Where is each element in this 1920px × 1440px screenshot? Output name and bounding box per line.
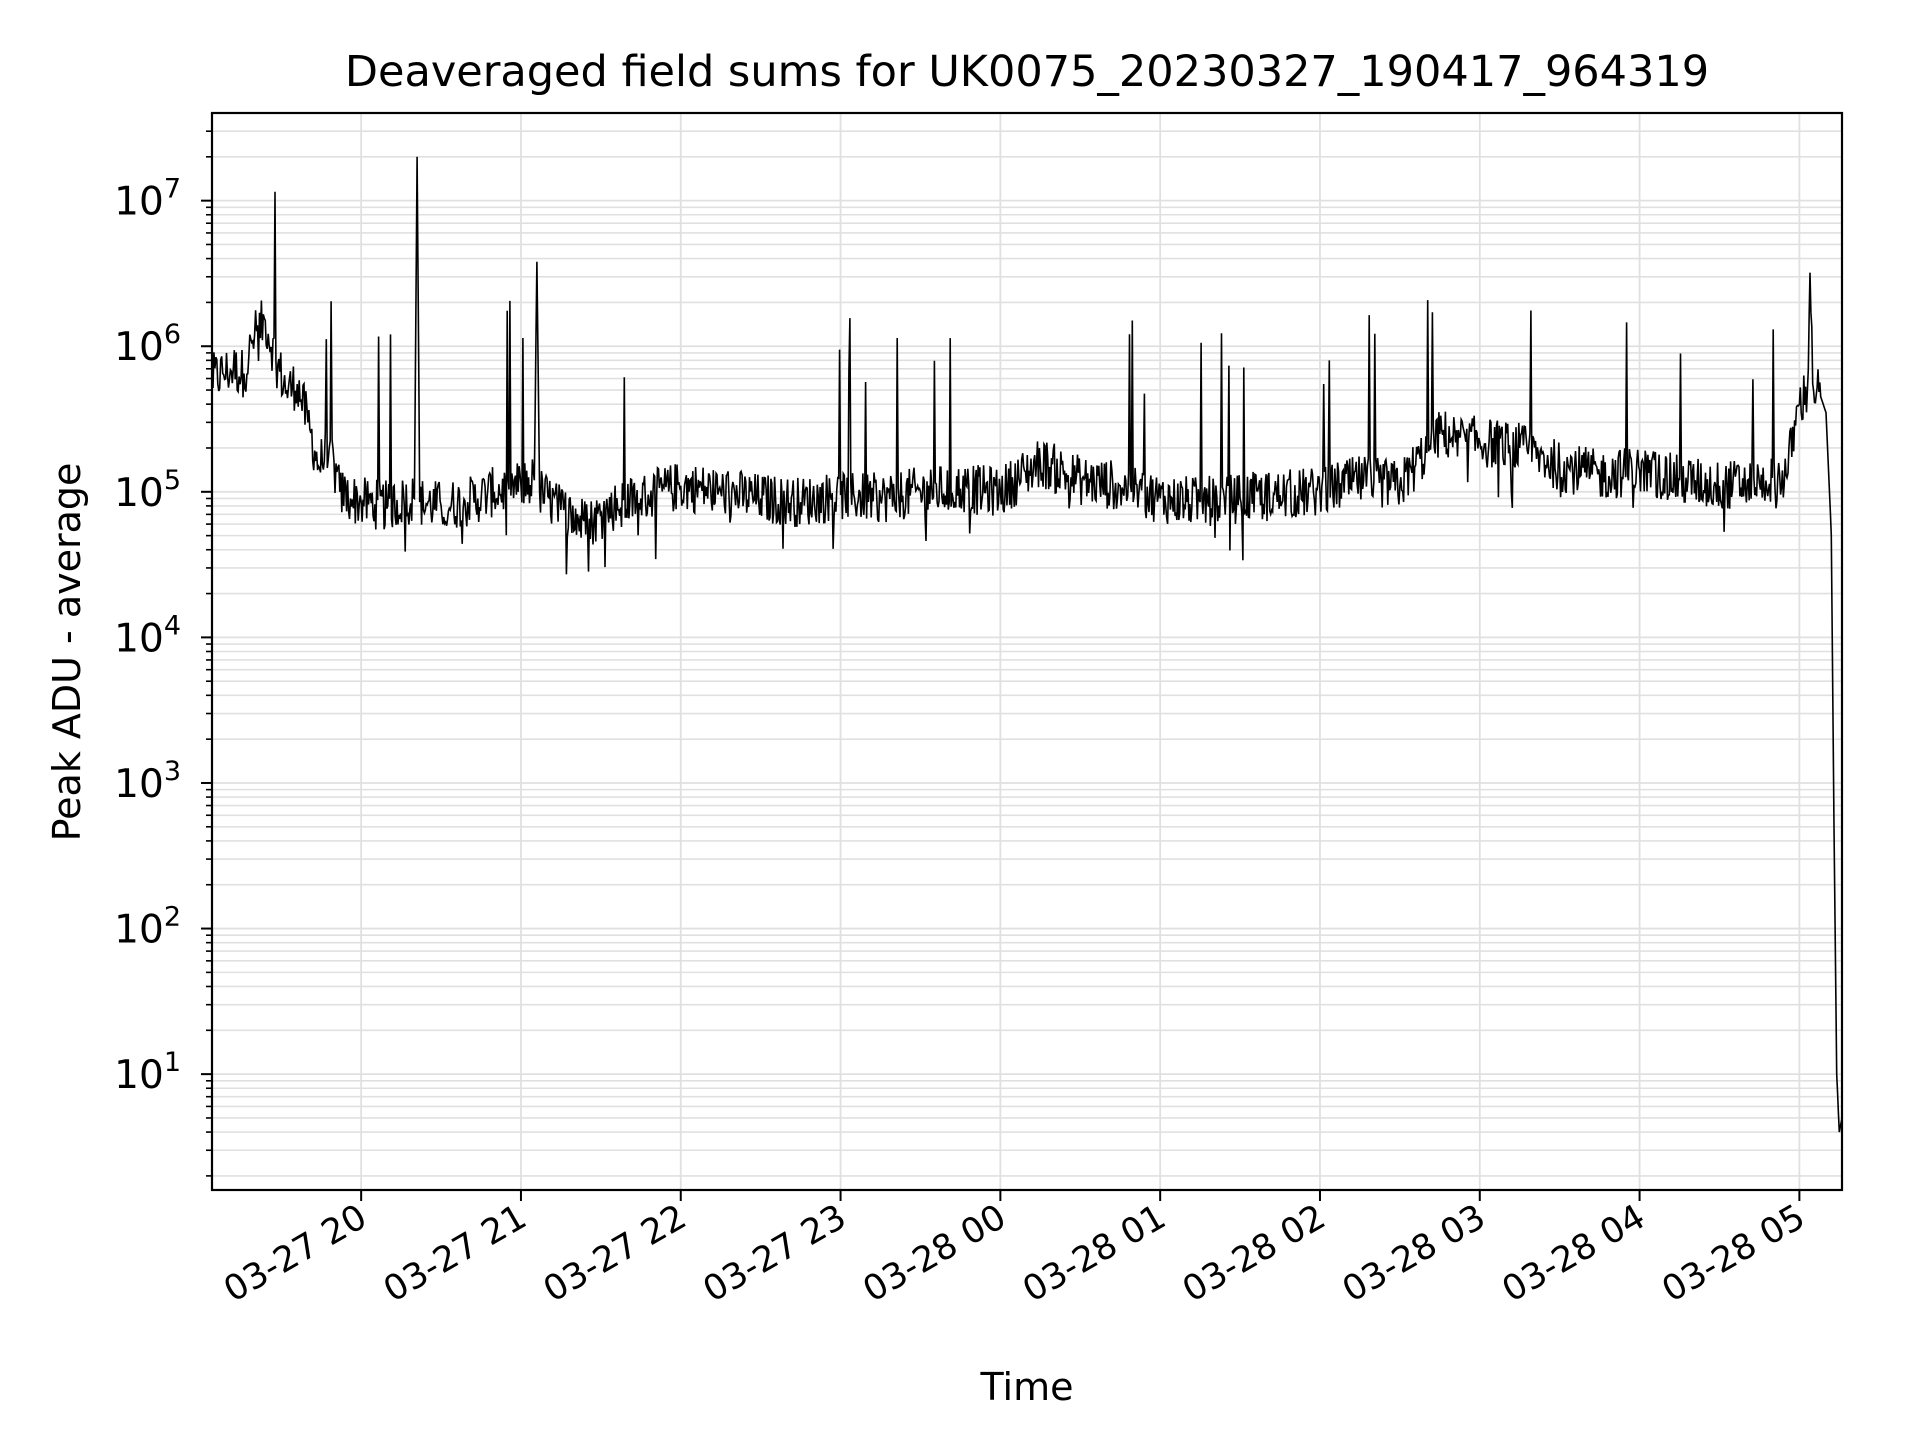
- grid-minor: [212, 130, 1842, 1177]
- series-line: [211, 156, 1843, 1133]
- y-tick-label: 106: [114, 319, 181, 370]
- y-axis-label: Peak ADU - average: [45, 463, 89, 842]
- y-tick-label: 104: [114, 610, 181, 661]
- axis-ticks: [201, 130, 1801, 1201]
- y-tick-label: 103: [114, 756, 181, 807]
- y-tick-label: 107: [114, 174, 181, 225]
- y-tick-label: 105: [114, 465, 181, 516]
- chart-title: Deaveraged field sums for UK0075_2023032…: [345, 47, 1709, 97]
- y-tick-labels: 101 102 103 104 105 106 107: [114, 174, 181, 1098]
- y-tick-label: 102: [114, 902, 181, 953]
- grid-major: [212, 113, 1842, 1190]
- x-axis-label: Time: [980, 1365, 1074, 1409]
- y-tick-label: 101: [114, 1047, 181, 1098]
